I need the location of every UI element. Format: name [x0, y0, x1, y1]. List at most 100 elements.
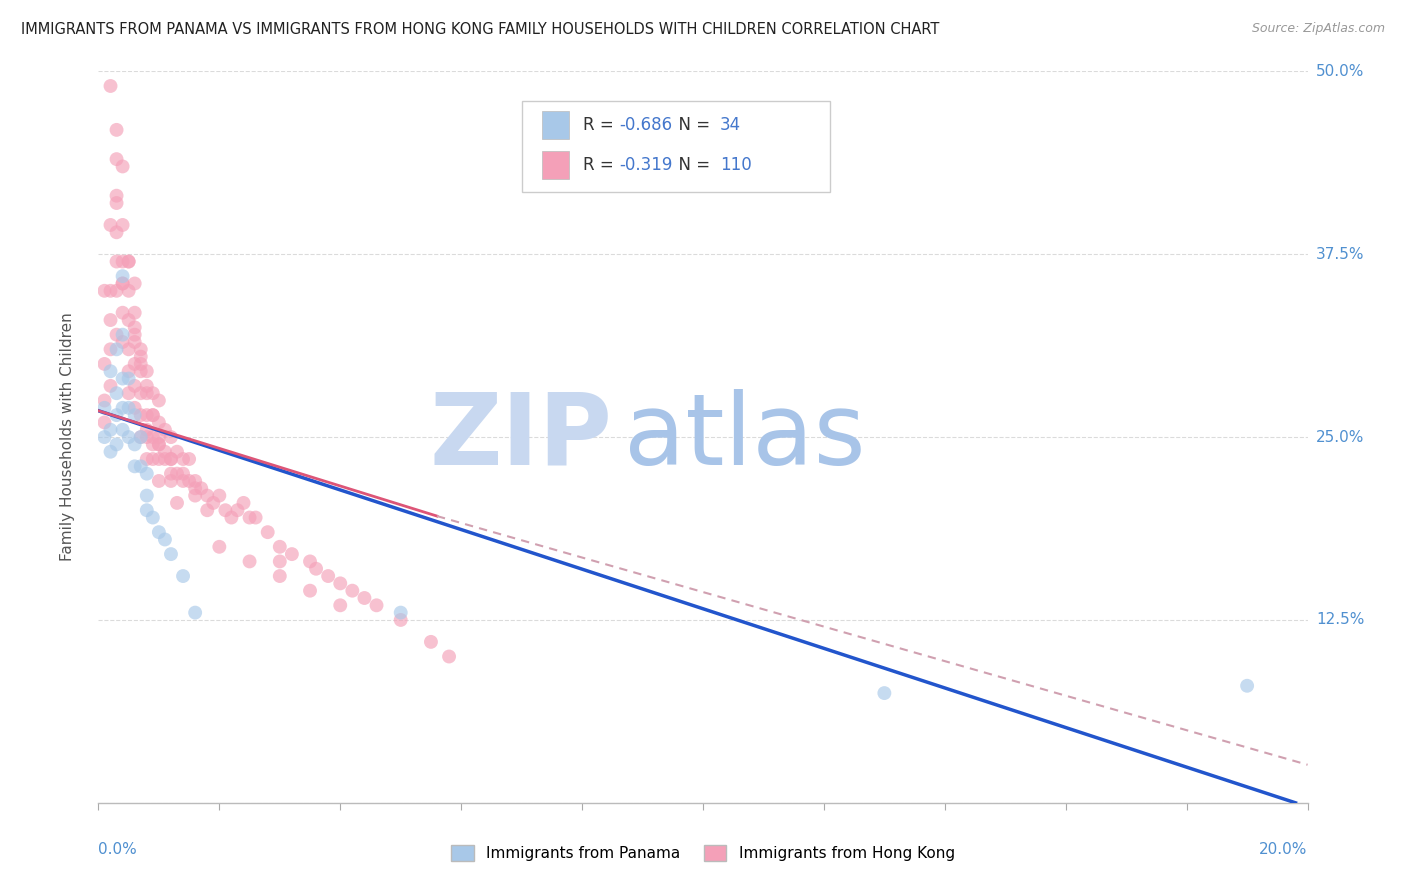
Point — [305, 562, 328, 576]
Point — [329, 576, 352, 591]
Point — [118, 386, 141, 401]
Point — [124, 320, 146, 334]
Point — [281, 547, 304, 561]
Point — [105, 196, 128, 211]
Point — [245, 510, 267, 524]
Text: N =: N = — [668, 156, 716, 174]
Point — [118, 254, 141, 268]
Point — [124, 459, 146, 474]
Point — [124, 327, 146, 342]
Point — [269, 569, 291, 583]
Point — [118, 313, 141, 327]
Point — [124, 357, 146, 371]
Point — [93, 357, 115, 371]
Point — [202, 496, 225, 510]
Point — [111, 277, 134, 291]
Point — [129, 357, 152, 371]
Point — [221, 510, 243, 524]
Point — [124, 379, 146, 393]
Point — [93, 393, 115, 408]
Point — [111, 327, 134, 342]
Text: 12.5%: 12.5% — [1316, 613, 1364, 627]
Text: 20.0%: 20.0% — [1260, 842, 1308, 856]
Point — [105, 152, 128, 166]
Text: 25.0%: 25.0% — [1316, 430, 1364, 444]
Point — [93, 401, 115, 415]
Point — [142, 408, 165, 422]
Point — [105, 188, 128, 202]
Point — [100, 218, 122, 232]
Point — [93, 284, 115, 298]
Point — [105, 327, 128, 342]
Point — [124, 334, 146, 349]
Text: 110: 110 — [720, 156, 752, 174]
Point — [135, 430, 157, 444]
Point — [105, 254, 128, 268]
Point — [111, 277, 134, 291]
Point — [124, 306, 146, 320]
Point — [195, 503, 218, 517]
Point — [129, 343, 152, 357]
Point — [184, 606, 207, 620]
Point — [105, 386, 128, 401]
Point — [111, 254, 134, 268]
Point — [105, 284, 128, 298]
Point — [269, 540, 291, 554]
Point — [118, 430, 141, 444]
Text: R =: R = — [583, 116, 619, 134]
FancyBboxPatch shape — [522, 101, 830, 192]
Point — [166, 496, 188, 510]
Point — [179, 452, 201, 467]
Text: atlas: atlas — [624, 389, 866, 485]
Point — [93, 430, 115, 444]
Legend: Immigrants from Panama, Immigrants from Hong Kong: Immigrants from Panama, Immigrants from … — [451, 845, 955, 861]
Point — [148, 474, 170, 488]
Point — [111, 218, 134, 232]
Point — [100, 444, 122, 458]
Text: -0.686: -0.686 — [620, 116, 672, 134]
Point — [160, 467, 183, 481]
Point — [142, 408, 165, 422]
Point — [353, 591, 375, 605]
Point — [111, 371, 134, 385]
Point — [129, 430, 152, 444]
FancyBboxPatch shape — [543, 151, 569, 179]
Point — [299, 554, 322, 568]
Point — [100, 423, 122, 437]
Text: ZIP: ZIP — [429, 389, 613, 485]
Point — [111, 334, 134, 349]
Point — [135, 452, 157, 467]
Point — [100, 284, 122, 298]
Point — [118, 343, 141, 357]
Point — [118, 371, 141, 385]
Point — [135, 423, 157, 437]
Point — [142, 452, 165, 467]
Point — [118, 401, 141, 415]
Point — [129, 459, 152, 474]
Point — [105, 343, 128, 357]
Point — [100, 364, 122, 378]
Point — [153, 533, 176, 547]
Point — [172, 474, 194, 488]
Text: IMMIGRANTS FROM PANAMA VS IMMIGRANTS FROM HONG KONG FAMILY HOUSEHOLDS WITH CHILD: IMMIGRANTS FROM PANAMA VS IMMIGRANTS FRO… — [21, 22, 939, 37]
Point — [190, 481, 212, 495]
Point — [148, 525, 170, 540]
Point — [239, 510, 262, 524]
Point — [111, 306, 134, 320]
Point — [148, 437, 170, 451]
Text: 34: 34 — [720, 116, 741, 134]
Point — [172, 569, 194, 583]
Point — [100, 78, 122, 93]
FancyBboxPatch shape — [543, 111, 569, 138]
Point — [420, 635, 443, 649]
Point — [153, 444, 176, 458]
Point — [208, 489, 231, 503]
Point — [153, 452, 176, 467]
Point — [105, 225, 128, 239]
Point — [124, 408, 146, 422]
Point — [256, 525, 278, 540]
Point — [135, 379, 157, 393]
Point — [135, 489, 157, 503]
Point — [239, 554, 262, 568]
Point — [118, 254, 141, 268]
